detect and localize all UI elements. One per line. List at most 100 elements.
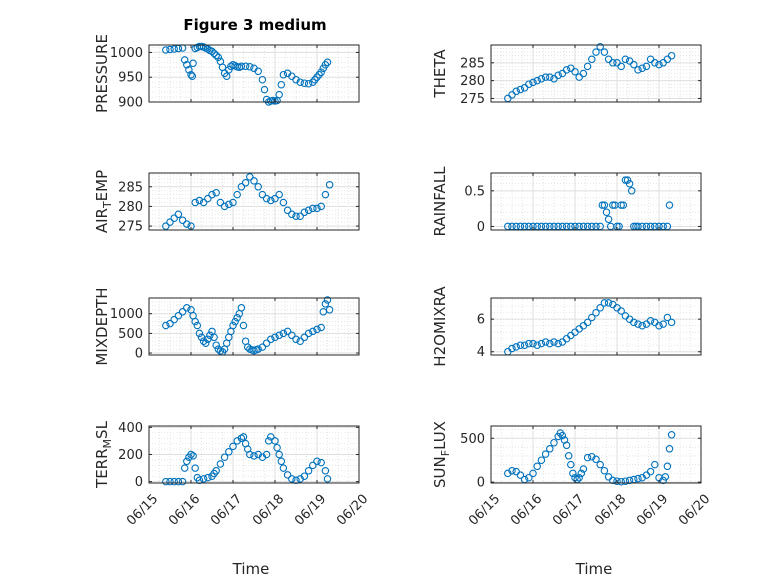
data-point — [661, 473, 670, 481]
data-point — [250, 177, 258, 185]
data-point — [201, 339, 210, 347]
y-tick-label: 275 — [118, 220, 143, 235]
data-point — [283, 327, 292, 336]
data-point — [577, 469, 586, 478]
data-point — [311, 75, 319, 84]
data-point — [309, 327, 317, 336]
data-point — [315, 70, 323, 79]
data-point — [267, 335, 275, 344]
data-point — [277, 457, 286, 466]
x-tick-label: 06/16 — [508, 492, 545, 529]
data-point — [554, 339, 562, 348]
data-point — [309, 204, 317, 213]
data-point — [174, 311, 183, 320]
data-point — [258, 75, 267, 84]
data-point — [210, 49, 218, 58]
data-point — [558, 431, 567, 440]
data-point — [323, 475, 332, 483]
data-point — [250, 452, 258, 460]
data-point — [162, 46, 170, 54]
data-point — [185, 66, 193, 74]
data-point — [231, 317, 239, 326]
data-point — [529, 469, 537, 478]
data-point — [162, 477, 170, 486]
data-point — [533, 341, 541, 349]
data-point — [579, 69, 588, 78]
data-point — [588, 55, 596, 64]
axes-box — [490, 297, 702, 356]
data-point — [550, 438, 558, 447]
data-point — [271, 437, 279, 445]
data-point — [239, 321, 248, 330]
data-point — [288, 475, 296, 483]
subplot-theta: 275 280 285 THETA — [431, 43, 702, 107]
data-point — [621, 477, 630, 485]
series-markers — [162, 173, 334, 230]
y-tick-label: 1000 — [110, 307, 143, 322]
y-tick-label: 4 — [477, 345, 485, 360]
data-point — [562, 441, 571, 450]
data-point — [199, 475, 208, 483]
data-point — [516, 471, 525, 479]
data-point — [533, 76, 541, 85]
data-point — [546, 445, 554, 453]
data-point — [617, 307, 625, 315]
data-point — [277, 80, 286, 89]
data-point — [550, 338, 558, 346]
data-point — [162, 222, 170, 230]
data-point — [288, 210, 296, 219]
axes-box — [148, 172, 360, 231]
axes-box — [490, 172, 702, 231]
data-point — [571, 67, 579, 76]
data-point — [317, 458, 325, 467]
data-point — [296, 78, 304, 86]
data-point — [309, 78, 317, 86]
data-point — [183, 304, 191, 312]
data-point — [655, 60, 663, 69]
data-point — [233, 190, 241, 199]
data-point — [222, 72, 231, 80]
data-point — [275, 190, 283, 199]
y-tick-label: 0 — [135, 475, 143, 490]
data-point — [193, 321, 202, 330]
data-point — [275, 331, 283, 340]
data-point — [617, 477, 625, 486]
data-point — [220, 202, 229, 211]
data-point — [271, 333, 279, 342]
data-point — [229, 198, 237, 207]
data-point — [262, 450, 271, 459]
data-point — [262, 194, 271, 203]
data-point — [520, 341, 529, 349]
data-point — [313, 204, 321, 213]
data-point — [237, 62, 246, 71]
data-point — [541, 73, 550, 81]
data-point — [638, 321, 646, 330]
data-point — [279, 70, 288, 79]
data-point — [600, 299, 609, 307]
data-point — [304, 467, 313, 475]
data-point — [275, 450, 283, 459]
data-point — [617, 62, 625, 71]
data-point — [204, 45, 212, 53]
data-point — [321, 467, 330, 475]
data-point — [613, 477, 621, 485]
data-point — [300, 208, 309, 217]
y-axis-label: H2OMIXRA — [431, 286, 449, 367]
y-axis-label: MIXDEPTH — [93, 287, 111, 365]
data-point — [541, 338, 550, 346]
data-point — [262, 339, 271, 347]
y-tick-label: 285 — [460, 56, 485, 71]
x-tick-label: 06/15 — [124, 492, 161, 529]
data-point — [646, 317, 655, 325]
data-point — [600, 48, 609, 56]
data-point — [170, 477, 178, 486]
data-point — [275, 90, 283, 99]
data-point — [317, 68, 325, 77]
data-point — [575, 473, 583, 482]
y-tick-label: 6 — [477, 313, 485, 328]
data-point — [627, 187, 636, 195]
axes-box — [490, 44, 702, 103]
data-point — [588, 313, 596, 322]
data-point — [554, 71, 562, 80]
data-point — [508, 466, 516, 475]
